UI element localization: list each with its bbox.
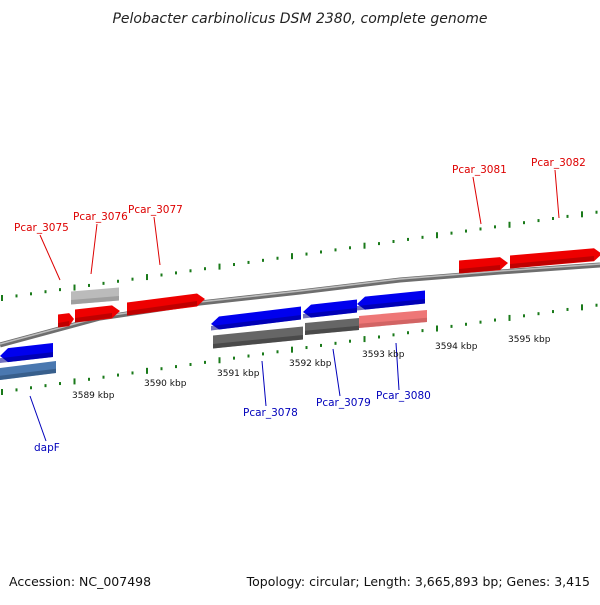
- leader-line: [90, 223, 98, 275]
- gene-pcar-3079-selected[interactable]: [305, 318, 359, 335]
- scale-label-3595: 3595 kbp: [508, 335, 551, 345]
- scale-label-3592: 3592 kbp: [289, 359, 332, 369]
- gene-pcar-3081-shade: [459, 264, 500, 274]
- gene-label-pcar-3082[interactable]: Pcar_3082: [531, 157, 586, 169]
- gene-label-pcar-3079[interactable]: Pcar_3079: [316, 397, 371, 409]
- gene-pcar-3079[interactable]: [303, 299, 357, 319]
- gene-pcar-3078[interactable]: [211, 306, 301, 331]
- gene-pcar-3082-shade: [510, 255, 594, 269]
- leader-line: [332, 348, 341, 397]
- genome-summary-text: Topology: circular; Length: 3,665,893 bp…: [246, 574, 590, 589]
- scale-label-3590: 3590 kbp: [144, 379, 187, 389]
- gene-label-pcar-3077[interactable]: Pcar_3077: [128, 204, 183, 216]
- scale-label-3593: 3593 kbp: [362, 350, 405, 360]
- gene-label-pcar-3078[interactable]: Pcar_3078: [243, 407, 298, 419]
- gene-pcar-3078-shade: [211, 314, 301, 331]
- gene-pcar-3082[interactable]: [510, 248, 600, 269]
- gene-pcar-3079-selected-shade: [305, 325, 359, 335]
- gene-pcar-3080[interactable]: [357, 290, 425, 311]
- gene-dapf-selected[interactable]: [0, 361, 56, 380]
- gene-dapf-selected-shade: [0, 368, 56, 380]
- leader-line: [395, 342, 400, 391]
- gene-pcar-3076-shade: [75, 312, 112, 323]
- gene-dapf-shade: [0, 352, 53, 363]
- gene-pcar-3077[interactable]: [127, 293, 205, 316]
- gene-pcar-3080-selected-shade: [359, 317, 427, 328]
- accession-text: Accession: NC_007498: [9, 574, 151, 589]
- gene-label-pcar-3075[interactable]: Pcar_3075: [14, 222, 69, 234]
- upper-scale-track: [1, 210, 598, 301]
- gene-pcar-3080-shade: [357, 298, 425, 311]
- gene-label-pcar-3076[interactable]: Pcar_3076: [73, 211, 128, 223]
- gene-pcar-3081[interactable]: [459, 257, 508, 274]
- gene-pcar-3080-selected[interactable]: [359, 310, 427, 328]
- leader-line: [29, 395, 47, 442]
- gene-label-dapf[interactable]: dapF: [34, 442, 60, 454]
- gene-pcar-3078-selected[interactable]: [213, 326, 303, 349]
- gene-pcar-3075-shade: [58, 320, 70, 328]
- gene-pcar-3076[interactable]: [75, 305, 120, 323]
- gene-label-leaders: [29, 169, 560, 442]
- lower-scale-track: [1, 303, 598, 395]
- gene-pcar-3076-selected[interactable]: [71, 287, 119, 305]
- gene-pcar-3075[interactable]: [58, 313, 74, 328]
- leader-line: [472, 176, 482, 225]
- gene-label-pcar-3080[interactable]: Pcar_3080: [376, 390, 431, 402]
- gene-label-pcar-3081[interactable]: Pcar_3081: [452, 164, 507, 176]
- scale-label-3589: 3589 kbp: [72, 391, 115, 401]
- gene-dapf[interactable]: [0, 343, 53, 363]
- leader-line: [39, 234, 61, 281]
- leader-line: [153, 216, 161, 266]
- gene-pcar-3078-selected-shade: [213, 334, 303, 349]
- leader-line: [554, 169, 560, 219]
- genome-title: Pelobacter carbinolicus DSM 2380, comple…: [112, 11, 487, 27]
- scale-label-3594: 3594 kbp: [435, 342, 478, 352]
- gene-pcar-3076-selected-shade: [71, 295, 119, 305]
- scale-label-3591: 3591 kbp: [217, 369, 260, 379]
- leader-line: [261, 360, 267, 407]
- gene-pcar-3079-shade: [303, 307, 357, 319]
- gene-pcar-3077-shade: [127, 300, 197, 316]
